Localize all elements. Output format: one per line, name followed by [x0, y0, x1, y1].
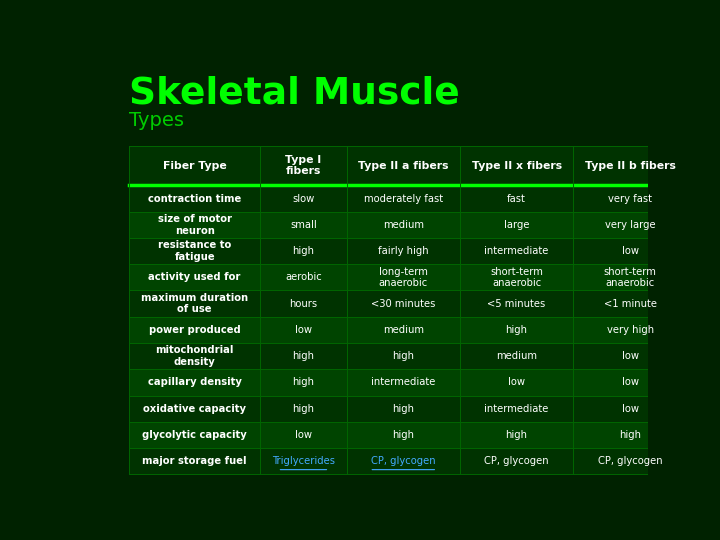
Text: Types: Types [129, 111, 184, 130]
Text: high: high [392, 404, 414, 414]
Text: power produced: power produced [149, 325, 240, 335]
Bar [129, 395, 687, 422]
Text: intermediate: intermediate [371, 377, 436, 387]
Text: short-term
anaerobic: short-term anaerobic [603, 267, 657, 288]
Text: medium: medium [383, 325, 424, 335]
Text: medium: medium [496, 351, 537, 361]
Bar [129, 264, 687, 291]
Bar [129, 185, 687, 212]
Text: size of motor
neuron: size of motor neuron [158, 214, 232, 235]
Text: intermediate: intermediate [485, 246, 549, 256]
Text: long-term
anaerobic: long-term anaerobic [379, 267, 428, 288]
Text: moderately fast: moderately fast [364, 193, 443, 204]
Text: high: high [392, 430, 414, 440]
Text: CP, glycogen: CP, glycogen [485, 456, 549, 466]
Text: low: low [295, 325, 312, 335]
Text: medium: medium [383, 220, 424, 230]
Text: CP, glycogen: CP, glycogen [598, 456, 662, 466]
Text: hours: hours [289, 299, 318, 308]
Text: <1 minute: <1 minute [603, 299, 657, 308]
Text: low: low [621, 246, 639, 256]
Text: <5 minutes: <5 minutes [487, 299, 546, 308]
Text: intermediate: intermediate [485, 404, 549, 414]
Bar [129, 212, 687, 238]
Text: Fiber Type: Fiber Type [163, 160, 227, 171]
Text: Type II a fibers: Type II a fibers [358, 160, 449, 171]
Text: low: low [295, 430, 312, 440]
Text: high: high [292, 377, 315, 387]
Text: short-term
anaerobic: short-term anaerobic [490, 267, 543, 288]
Text: slow: slow [292, 193, 315, 204]
Text: Type I
fibers: Type I fibers [285, 155, 322, 177]
Text: very fast: very fast [608, 193, 652, 204]
Bar [129, 238, 687, 264]
Text: large: large [504, 220, 529, 230]
Text: fairly high: fairly high [378, 246, 428, 256]
Text: major storage fuel: major storage fuel [143, 456, 247, 466]
Text: low: low [621, 377, 639, 387]
Text: high: high [505, 325, 528, 335]
Bar [129, 448, 687, 474]
Text: high: high [392, 351, 414, 361]
Bar [129, 369, 687, 395]
Text: very high: very high [606, 325, 654, 335]
Text: high: high [292, 351, 315, 361]
Text: Type II x fibers: Type II x fibers [472, 160, 562, 171]
Text: resistance to
fatigue: resistance to fatigue [158, 240, 231, 262]
Bar [129, 422, 687, 448]
Text: high: high [505, 430, 528, 440]
Text: oxidative capacity: oxidative capacity [143, 404, 246, 414]
Bar [129, 146, 687, 185]
Text: fast: fast [507, 193, 526, 204]
Bar [129, 291, 687, 317]
Text: activity used for: activity used for [148, 272, 240, 282]
Text: Skeletal Muscle: Skeletal Muscle [129, 75, 460, 111]
Text: aerobic: aerobic [285, 272, 322, 282]
Text: mitochondrial
density: mitochondrial density [156, 346, 234, 367]
Bar [129, 343, 687, 369]
Text: contraction time: contraction time [148, 193, 241, 204]
Text: CP, glycogen: CP, glycogen [371, 456, 436, 466]
Text: Type II b fibers: Type II b fibers [585, 160, 675, 171]
Text: small: small [290, 220, 317, 230]
Text: high: high [292, 404, 315, 414]
Text: high: high [292, 246, 315, 256]
Text: <30 minutes: <30 minutes [371, 299, 436, 308]
Text: low: low [508, 377, 525, 387]
Text: Triglycerides: Triglycerides [272, 456, 335, 466]
Text: capillary density: capillary density [148, 377, 242, 387]
Text: high: high [619, 430, 641, 440]
Text: low: low [621, 404, 639, 414]
Text: very large: very large [605, 220, 655, 230]
Text: low: low [621, 351, 639, 361]
Bar [129, 317, 687, 343]
Text: glycolytic capacity: glycolytic capacity [143, 430, 247, 440]
Text: maximum duration
of use: maximum duration of use [141, 293, 248, 314]
